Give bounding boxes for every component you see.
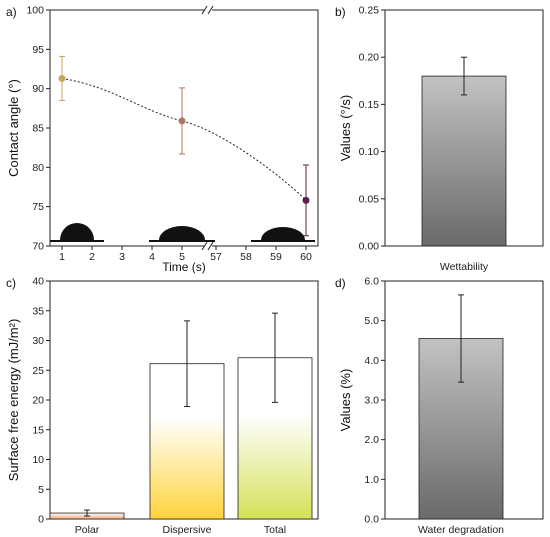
panel-a-data-point [302, 196, 310, 204]
panel-d-ytick-label: 2.0 [364, 434, 379, 446]
panel-b-ytick-label: 0.15 [359, 99, 380, 111]
panel-a-xtick-label: 60 [300, 251, 312, 263]
panel-b: b) Values (°/s) 0.00 0.05 0.10 0.15 0.20 0.25… [335, 5, 544, 273]
panel-b-ylabel: Values (°/s) [338, 95, 353, 161]
panel-a-xtick-label: 59 [270, 251, 282, 263]
panel-d-category-label: Water degradation [418, 524, 504, 536]
panel-a-xtick-label: 5 [179, 251, 185, 263]
panel-c-ytick-label: 20 [32, 395, 44, 407]
droplet-substrate-icon [149, 240, 215, 242]
panel-a-xtick-label: 1 [59, 251, 65, 263]
panel-c-category-label: Polar [75, 524, 100, 536]
panel-c-ytick-label: 40 [32, 276, 44, 288]
panel-a-ytick-label: 75 [32, 201, 44, 213]
panel-a-xtick-label: 57 [210, 251, 222, 263]
panel-c-bar [149, 363, 225, 520]
panel-a-axis-break-mark [201, 241, 208, 251]
panel-a-ytick-label: 85 [32, 123, 44, 135]
panel-c-ytick-label: 15 [32, 424, 44, 436]
panel-a-axis-break-gap [204, 6, 212, 14]
droplet-icon [60, 223, 94, 240]
panel-c-label: c) [6, 276, 16, 290]
panel-a-xtick-label: 2 [89, 251, 95, 263]
panel-a-ytick-label: 80 [32, 162, 44, 174]
panel-b-ytick-label: 0.10 [359, 146, 380, 158]
panel-a-axis-break-mark [201, 5, 208, 15]
panel-b-bar [421, 75, 507, 247]
panel-b-ytick-label: 0.20 [359, 52, 380, 64]
panel-c-ylabel: Surface free energy (mJ/m²) [6, 319, 21, 482]
panel-d-ytick-label: 6.0 [364, 276, 379, 288]
droplet-substrate-icon [251, 240, 315, 242]
panel-a-ylabel: Contact angle (°) [6, 79, 21, 177]
panel-a-label: a) [6, 5, 17, 19]
panel-d-ytick-label: 1.0 [364, 474, 379, 486]
panel-b-ytick-label: 0.25 [359, 5, 380, 17]
panel-d-label: d) [335, 276, 346, 290]
panel-a-data-point [178, 117, 186, 125]
panel-a-axis-break-gap [204, 242, 212, 250]
droplet-icon [261, 227, 305, 240]
panel-c-category-label: Dispersive [162, 524, 211, 536]
panel-d-ytick-label: 3.0 [364, 395, 379, 407]
panel-a-data-point [58, 74, 66, 82]
panel-d-ylabel: Values (%) [338, 369, 353, 432]
panel-a-trend-line [61, 77, 307, 201]
panel-b-category-label: Wettability [440, 261, 489, 273]
panel-c-ytick-label: 25 [32, 365, 44, 377]
panel-a-xtick-label: 4 [149, 251, 155, 263]
panel-c-category-label: Total [264, 524, 286, 536]
panel-a-xlabel: Time (s) [162, 260, 206, 274]
panel-a-ytick-label: 70 [32, 241, 44, 253]
panel-a-ytick-label: 95 [32, 44, 44, 56]
panel-d-ytick-label: 5.0 [364, 315, 379, 327]
panel-c-ytick-label: 0 [38, 514, 44, 526]
panel-c-ytick-label: 30 [32, 335, 44, 347]
droplet-substrate-icon [50, 240, 104, 242]
panel-a: a) Contact angle (°) Time (s) 70 75 80 85 90… [6, 5, 319, 274]
droplet-icon [159, 226, 205, 240]
panel-c-ytick-label: 5 [38, 484, 44, 496]
panel-a-xtick-label: 3 [119, 251, 125, 263]
panel-a-ytick-label: 100 [26, 5, 44, 17]
panel-b-ytick-label: 0.05 [359, 193, 380, 205]
panel-a-axis-break-mark [207, 241, 214, 251]
panel-b-label: b) [335, 5, 346, 19]
panel-b-ytick-label: 0.00 [359, 241, 380, 253]
panel-a-ytick-label: 90 [32, 83, 44, 95]
panel-d-ytick-label: 4.0 [364, 355, 379, 367]
panel-c-ytick-label: 10 [32, 454, 44, 466]
panel-c-ytick-label: 35 [32, 305, 44, 317]
panel-a-axis-break-mark [207, 5, 214, 15]
panel-c: c) Surface free energy (mJ/m²) 0 5 10 15 20 2… [6, 276, 319, 536]
panel-d-ytick-label: 0.0 [364, 514, 379, 526]
panel-a-frame [49, 9, 319, 247]
panel-d: d) Values (%) 0.0 1.0 2.0 3.0 4.0 5.0 6.0 Water… [335, 276, 544, 536]
panel-a-xtick-label: 58 [240, 251, 252, 263]
